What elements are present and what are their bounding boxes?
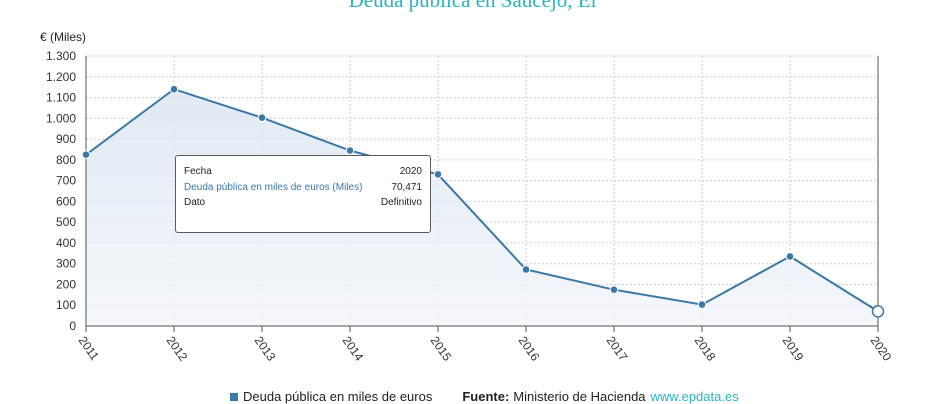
y-tick-label: 1.100 (46, 91, 76, 105)
x-tick-label: 2013 (252, 334, 279, 364)
source-label: Fuente: (462, 389, 510, 404)
tooltip-dato-value: Definitivo (380, 197, 422, 208)
data-point (785, 252, 795, 261)
tooltip: Fecha 2020 Deuda pública en miles de eur… (175, 155, 431, 233)
y-axis-ticks: 0 100 200 300 400 500 600 700 800 900 1.000 1.100 1.… (46, 49, 76, 333)
x-tick-label: 2011 (76, 334, 102, 363)
y-tick-label: 400 (56, 236, 76, 250)
y-tick-label: 500 (56, 215, 76, 229)
x-tick-label: 2015 (428, 334, 455, 364)
y-tick-label: 600 (56, 194, 76, 208)
tooltip-row-fecha: Fecha 2020 (184, 164, 422, 180)
x-tick-label: 2014 (340, 334, 367, 364)
series-area (86, 89, 878, 326)
x-axis-ticks: 2011 2012 2013 2014 2015 2016 2017 2018 2019 2020 (76, 326, 895, 364)
tooltip-series-value: 70,471 (391, 181, 422, 193)
tooltip-row-dato: Dato Definitivo (184, 195, 422, 211)
y-tick-label: 800 (56, 153, 76, 167)
legend-entry[interactable]: Deuda pública en miles de euros (243, 389, 433, 404)
x-tick-label: 2020 (868, 334, 895, 364)
data-points (81, 84, 885, 318)
x-tick-label: 2018 (692, 334, 719, 364)
x-tick-label: 2016 (516, 334, 543, 364)
data-point (609, 285, 619, 294)
data-point (81, 150, 91, 159)
y-tick-label: 100 (56, 298, 76, 312)
legend: Deuda pública en miles de euros Fuente: … (230, 389, 739, 404)
y-tick-label: 200 (56, 277, 76, 291)
y-tick-label: 1.200 (46, 70, 76, 84)
chart-title: Deuda pública en Saucejo, El (348, 0, 597, 12)
data-point (169, 84, 179, 94)
tooltip-series-label: Deuda pública en miles de euros (Miles) (184, 181, 363, 193)
y-tick-label: 700 (56, 174, 76, 188)
y-tick-label: 0 (69, 319, 76, 333)
tooltip-dato-label: Dato (184, 197, 206, 208)
tooltip-fecha-value: 2020 (399, 166, 422, 177)
x-tick-label: 2017 (604, 334, 631, 364)
y-tick-label: 1.000 (46, 111, 76, 125)
source-value: Ministerio de Hacienda (513, 389, 646, 404)
tooltip-fecha-label: Fecha (184, 166, 212, 177)
y-tick-label: 900 (56, 132, 76, 146)
legend-swatch[interactable] (230, 392, 238, 401)
source-link[interactable]: www.epdata.es (650, 389, 739, 404)
series-line (85, 88, 879, 313)
tooltip-row-series: Deuda pública en miles de euros (Miles) … (184, 180, 422, 196)
y-axis-label: € (Miles) (40, 30, 87, 44)
axes (85, 56, 879, 327)
y-tick-label: 300 (56, 257, 76, 271)
data-point (345, 146, 355, 155)
x-tick-label: 2012 (164, 334, 191, 364)
y-tick-label: 1.300 (46, 49, 76, 63)
data-point (433, 170, 443, 179)
x-tick-label: 2019 (780, 334, 807, 364)
data-point (521, 265, 531, 274)
data-point (257, 113, 267, 122)
data-point-highlighted (871, 305, 885, 318)
data-point (697, 300, 707, 309)
